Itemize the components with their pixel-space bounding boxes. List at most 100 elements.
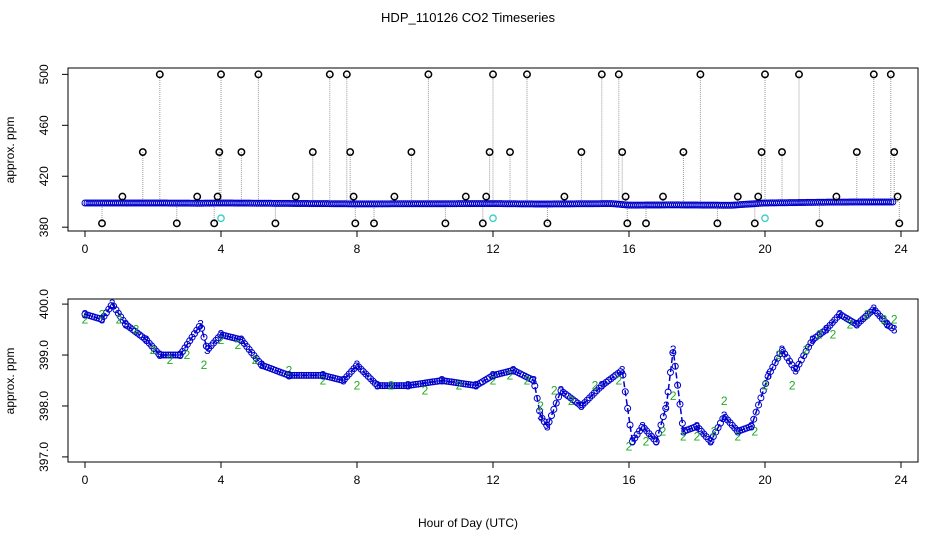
bottom-series3-marker: 3	[663, 399, 670, 413]
bottom-series2-marker: 2	[721, 394, 728, 408]
bottom-series3-marker: 3	[891, 323, 898, 337]
bottom-point	[785, 357, 793, 365]
bottom-point	[188, 333, 196, 341]
bottom-point	[181, 344, 189, 352]
bottom-point	[110, 302, 118, 310]
top-x-tick-label: 24	[894, 242, 908, 256]
bottom-point	[595, 384, 603, 392]
bottom-series3-marker: 3	[639, 419, 646, 433]
bottom-point	[359, 368, 367, 376]
top-outlier-point	[886, 70, 895, 79]
bottom-point	[821, 326, 829, 334]
bottom-point	[778, 346, 786, 354]
top-outlier-point	[342, 70, 351, 79]
top-baseline-point	[885, 198, 893, 206]
bottom-series3-marker: 3	[537, 409, 544, 423]
bottom-point	[621, 388, 629, 396]
bottom-series2-marker: 2	[775, 348, 782, 362]
top-outlier-point	[679, 148, 688, 156]
top-outlier-point	[193, 192, 202, 201]
bottom-point	[105, 305, 113, 313]
top-cyan-point	[761, 214, 769, 223]
bottom-point	[864, 310, 872, 318]
bottom-series2-marker: 2	[751, 424, 758, 438]
bottom-series2-marker: 2	[891, 312, 898, 326]
bottom-series3-marker: 3	[558, 384, 565, 398]
bottom-point	[379, 382, 386, 390]
bottom-series2-marker: 2	[694, 430, 701, 444]
bottom-point	[398, 382, 406, 390]
bottom-point	[674, 381, 682, 389]
bottom-series3-marker: 3	[156, 348, 163, 362]
bottom-series2-marker: 2	[388, 379, 395, 393]
bottom-point	[198, 324, 206, 332]
bottom-point	[393, 382, 401, 390]
bottom-point	[121, 320, 129, 328]
top-x-tick-label: 16	[622, 242, 636, 256]
bottom-point	[183, 340, 191, 348]
bottom-point	[374, 382, 382, 390]
bottom-point	[407, 381, 415, 389]
bottom-series2-marker: 2	[568, 394, 575, 408]
bottom-series3-marker: 3	[177, 348, 184, 362]
bottom-series3-marker: 3	[694, 419, 701, 433]
bottom-point	[314, 371, 322, 379]
bottom-series3-marker: 3	[354, 358, 361, 372]
top-outlier-point	[155, 70, 164, 79]
bottom-series2-marker: 2	[354, 379, 361, 393]
top-outlier-point	[210, 219, 219, 228]
bottom-series2-marker: 2	[507, 368, 514, 382]
bottom-point	[431, 378, 439, 386]
bottom-point	[590, 389, 598, 397]
top-outlier-point	[325, 70, 334, 79]
bottom-point	[678, 419, 686, 427]
bottom-point	[807, 339, 815, 347]
top-baseline-point	[887, 198, 895, 206]
bottom-point	[755, 401, 763, 409]
bottom-point	[531, 382, 539, 390]
bottom-point	[578, 401, 586, 409]
bottom-point	[169, 351, 177, 359]
bottom-series2-marker: 2	[643, 435, 650, 449]
bottom-series2-marker: 2	[167, 353, 174, 367]
bottom-series3-marker: 3	[340, 374, 347, 388]
bottom-point	[362, 370, 370, 378]
top-outlier-point	[308, 148, 317, 156]
top-outlier-point	[370, 219, 378, 228]
bottom-series3-marker: 3	[320, 368, 327, 382]
bottom-y-tick-label: 397.0	[37, 442, 51, 472]
bottom-series3-marker: 3	[629, 435, 636, 449]
bottom-point	[364, 372, 372, 380]
bottom-series2-marker: 2	[201, 358, 208, 372]
bottom-y-tick-label: 400.0	[37, 289, 51, 319]
top-x-tick-label: 20	[758, 242, 772, 256]
bottom-point	[533, 394, 541, 402]
top-x-tick-label: 12	[486, 242, 500, 256]
bottom-series2-marker: 2	[218, 333, 225, 347]
bottom-series2-marker: 2	[286, 363, 293, 377]
top-outlier-point	[506, 148, 514, 156]
top-outlier-point	[623, 219, 632, 228]
top-outlier-point	[489, 70, 497, 79]
bottom-point	[790, 364, 798, 372]
bottom-point	[433, 377, 441, 385]
top-outlier-point	[895, 219, 904, 228]
bottom-point	[628, 438, 636, 446]
bottom-series2-marker: 2	[456, 379, 463, 393]
bottom-series-line	[84, 302, 895, 444]
bottom-point	[438, 377, 446, 384]
top-x-tick-label: 8	[354, 242, 361, 256]
bottom-point	[662, 404, 670, 412]
bottom-series3-marker: 3	[779, 343, 786, 357]
bottom-point	[657, 421, 665, 429]
top-y-axis-label: approx. ppm	[3, 117, 17, 184]
bottom-series2-marker: 2	[660, 424, 667, 438]
top-outlier-point	[757, 148, 766, 156]
bottom-point	[443, 377, 451, 385]
bottom-point	[167, 351, 175, 359]
bottom-series3-marker: 3	[122, 317, 129, 331]
bottom-series3-marker: 3	[653, 435, 660, 449]
bottom-series3-marker: 3	[374, 379, 381, 393]
bottom-series3-marker: 3	[836, 307, 843, 321]
top-outlier-point	[890, 148, 899, 156]
